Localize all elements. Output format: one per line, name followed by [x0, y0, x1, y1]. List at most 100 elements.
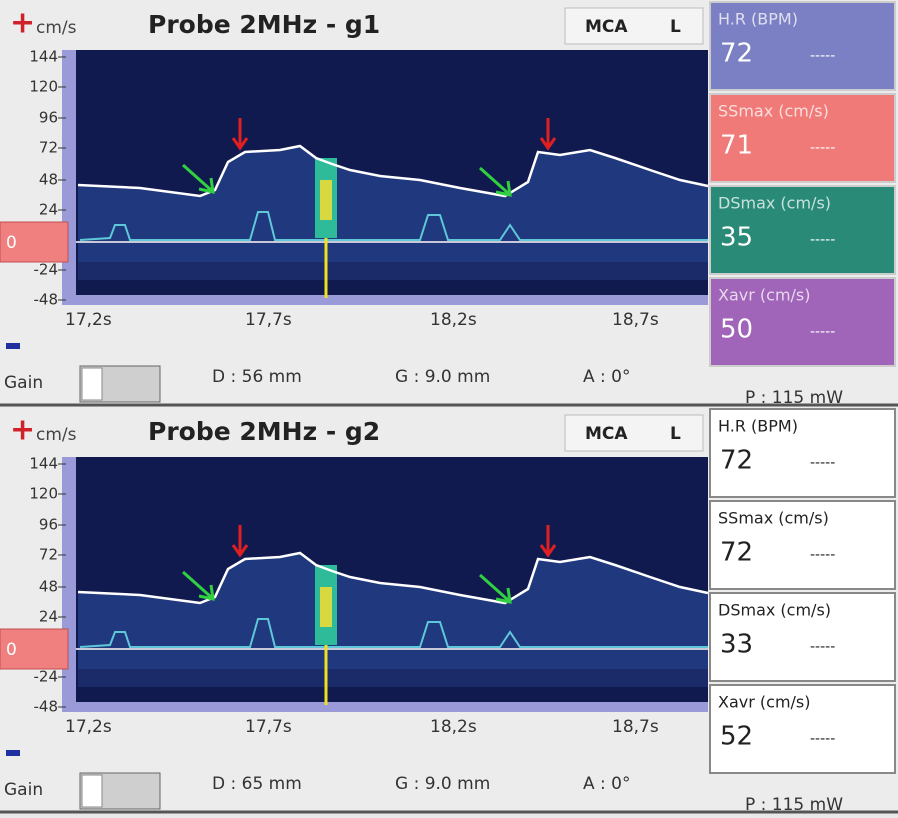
- diastole-arrow: [182, 570, 215, 601]
- y-tick-label: 48: [39, 171, 58, 189]
- y-tick-label: 120: [29, 485, 58, 503]
- diastole-arrow: [182, 163, 215, 194]
- panel: + cm/s Probe 2MHz - g1 MCA L 144 120 96 72 48 24 -2…: [0, 0, 898, 408]
- x-tick-label: 18,7s: [612, 310, 659, 330]
- vessel-box: [564, 414, 704, 452]
- measurement-value: 72: [720, 446, 753, 476]
- y-tick-label: 144: [29, 455, 58, 473]
- y-tick-label: 72: [39, 546, 58, 564]
- gain-knob: [81, 774, 103, 808]
- measurement-previous: -----: [810, 731, 835, 747]
- x-tick-label: 18,7s: [612, 717, 659, 737]
- gain-label: Gain: [4, 780, 43, 800]
- measurement-previous: -----: [810, 48, 835, 64]
- unit-label: cm/s: [36, 18, 77, 38]
- x-tick-label: 18,2s: [430, 717, 477, 737]
- probe-title: Probe 2MHz - g1: [148, 10, 380, 39]
- envelope: [77, 551, 709, 605]
- measurement-previous: -----: [810, 324, 835, 340]
- measurement-value: 72: [720, 39, 753, 69]
- peak-arrow: [539, 525, 557, 558]
- minus-sign: [6, 750, 20, 756]
- plus-sign: +: [10, 413, 35, 448]
- measurement-previous: -----: [810, 140, 835, 156]
- measurement-card: [709, 185, 896, 275]
- vessel-box: [564, 7, 704, 45]
- measurement-card: [709, 93, 896, 183]
- vessel: MCA: [585, 17, 628, 37]
- power: P : 115 mW: [745, 388, 843, 408]
- y-tick-label: 72: [39, 139, 58, 157]
- peak-arrow: [231, 118, 249, 151]
- gate: G : 9.0 mm: [395, 774, 490, 794]
- mean-trace: [79, 618, 708, 648]
- flash-core: [320, 180, 332, 220]
- y-tick-label: -24: [34, 668, 59, 686]
- angle: A : 0°: [583, 774, 630, 794]
- measurement-card: [709, 408, 896, 498]
- x-tick-label: 17,7s: [245, 310, 292, 330]
- gain-label: Gain: [4, 373, 43, 393]
- panel: + cm/s Probe 2MHz - g2 MCA L 144 120 96 72 48 24 -2…: [0, 407, 898, 815]
- measurement-card: [709, 684, 896, 774]
- measurement-label: DSmax (cm/s): [718, 194, 831, 213]
- y-tick-label: -48: [34, 291, 59, 309]
- measurement-card: [709, 277, 896, 367]
- peak-arrow: [539, 118, 557, 151]
- plus-sign: +: [10, 6, 35, 41]
- flash-core: [320, 587, 332, 627]
- baseline-label: 0: [6, 640, 17, 660]
- angle: A : 0°: [583, 367, 630, 387]
- minus-sign: [6, 343, 20, 349]
- x-tick-label: 17,7s: [245, 717, 292, 737]
- peak-arrow: [231, 525, 249, 558]
- side: L: [670, 424, 681, 444]
- measurement-value: 50: [720, 315, 753, 345]
- axis-strip-bottom: [62, 702, 708, 712]
- measurement-card: [709, 500, 896, 590]
- side: L: [670, 17, 681, 37]
- measurement-previous: -----: [810, 455, 835, 471]
- spectrum-lower: [78, 669, 708, 687]
- measurement-card: [709, 1, 896, 91]
- measurement-value: 33: [720, 630, 753, 660]
- envelope: [77, 144, 709, 198]
- axis-strip: [62, 50, 76, 305]
- y-tick-label: 144: [29, 48, 58, 66]
- measurement-previous: -----: [810, 232, 835, 248]
- measurement-label: H.R (BPM): [718, 417, 798, 436]
- y-tick-label: 120: [29, 78, 58, 96]
- measurement-label: Xavr (cm/s): [718, 286, 811, 305]
- baseline-label: 0: [6, 233, 17, 253]
- measurement-label: H.R (BPM): [718, 10, 798, 29]
- y-tick-label: -24: [34, 261, 59, 279]
- spectrum-lower: [78, 262, 708, 280]
- y-tick-label: -48: [34, 698, 59, 716]
- axis-strip: [62, 457, 76, 712]
- vessel: MCA: [585, 424, 628, 444]
- measurement-value: 35: [720, 223, 753, 253]
- probe-title: Probe 2MHz - g2: [148, 417, 380, 446]
- y-tick-label: 48: [39, 578, 58, 596]
- measurement-previous: -----: [810, 639, 835, 655]
- measurement-value: 72: [720, 538, 753, 568]
- mean-trace: [79, 211, 708, 241]
- unit-label: cm/s: [36, 425, 77, 445]
- spectrum-fill: [78, 553, 708, 669]
- y-tick-label: 24: [39, 608, 58, 626]
- y-tick-label: 96: [39, 516, 58, 534]
- x-tick-label: 17,2s: [65, 310, 112, 330]
- depth: D : 65 mm: [212, 774, 302, 794]
- y-tick-label: 96: [39, 109, 58, 127]
- x-tick-label: 17,2s: [65, 717, 112, 737]
- measurement-value: 52: [720, 722, 753, 752]
- measurement-value: 71: [720, 131, 753, 161]
- gate: G : 9.0 mm: [395, 367, 490, 387]
- diastole-arrow: [479, 166, 512, 197]
- x-tick-label: 18,2s: [430, 310, 477, 330]
- measurement-label: SSmax (cm/s): [718, 102, 829, 121]
- measurement-label: DSmax (cm/s): [718, 601, 831, 620]
- measurement-card: [709, 592, 896, 682]
- measurement-label: Xavr (cm/s): [718, 693, 811, 712]
